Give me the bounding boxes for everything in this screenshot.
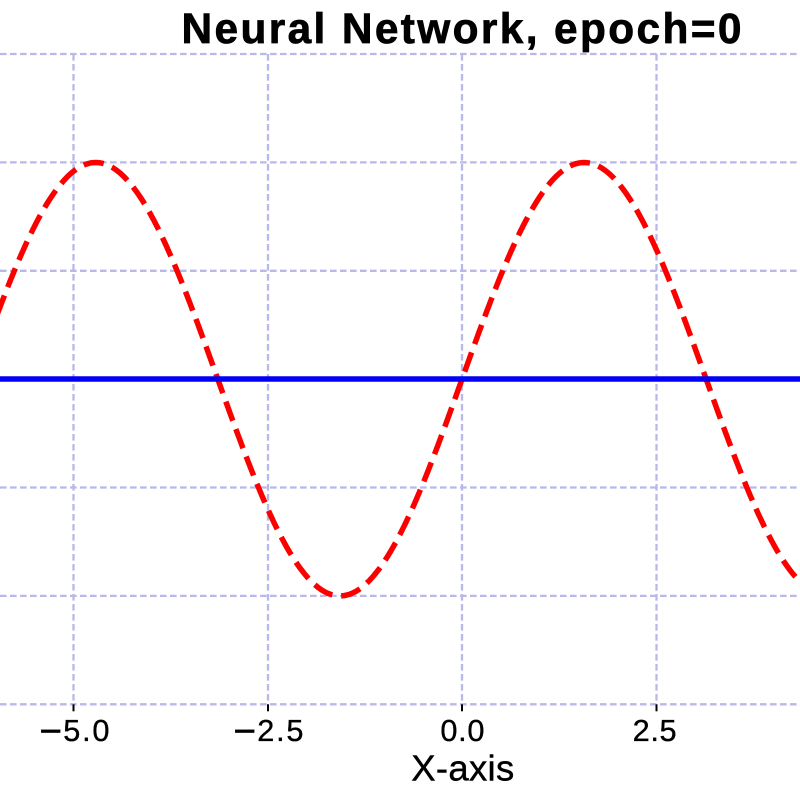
svg-text:Neural Network, epoch=0: Neural Network, epoch=0: [182, 5, 742, 52]
svg-text:2.5: 2.5: [633, 713, 677, 748]
svg-text:0.0: 0.0: [440, 713, 484, 748]
svg-text:2.5: 2.5: [257, 713, 303, 748]
svg-text:5.0: 5.0: [63, 713, 109, 748]
svg-text:X-axis: X-axis: [411, 747, 514, 788]
